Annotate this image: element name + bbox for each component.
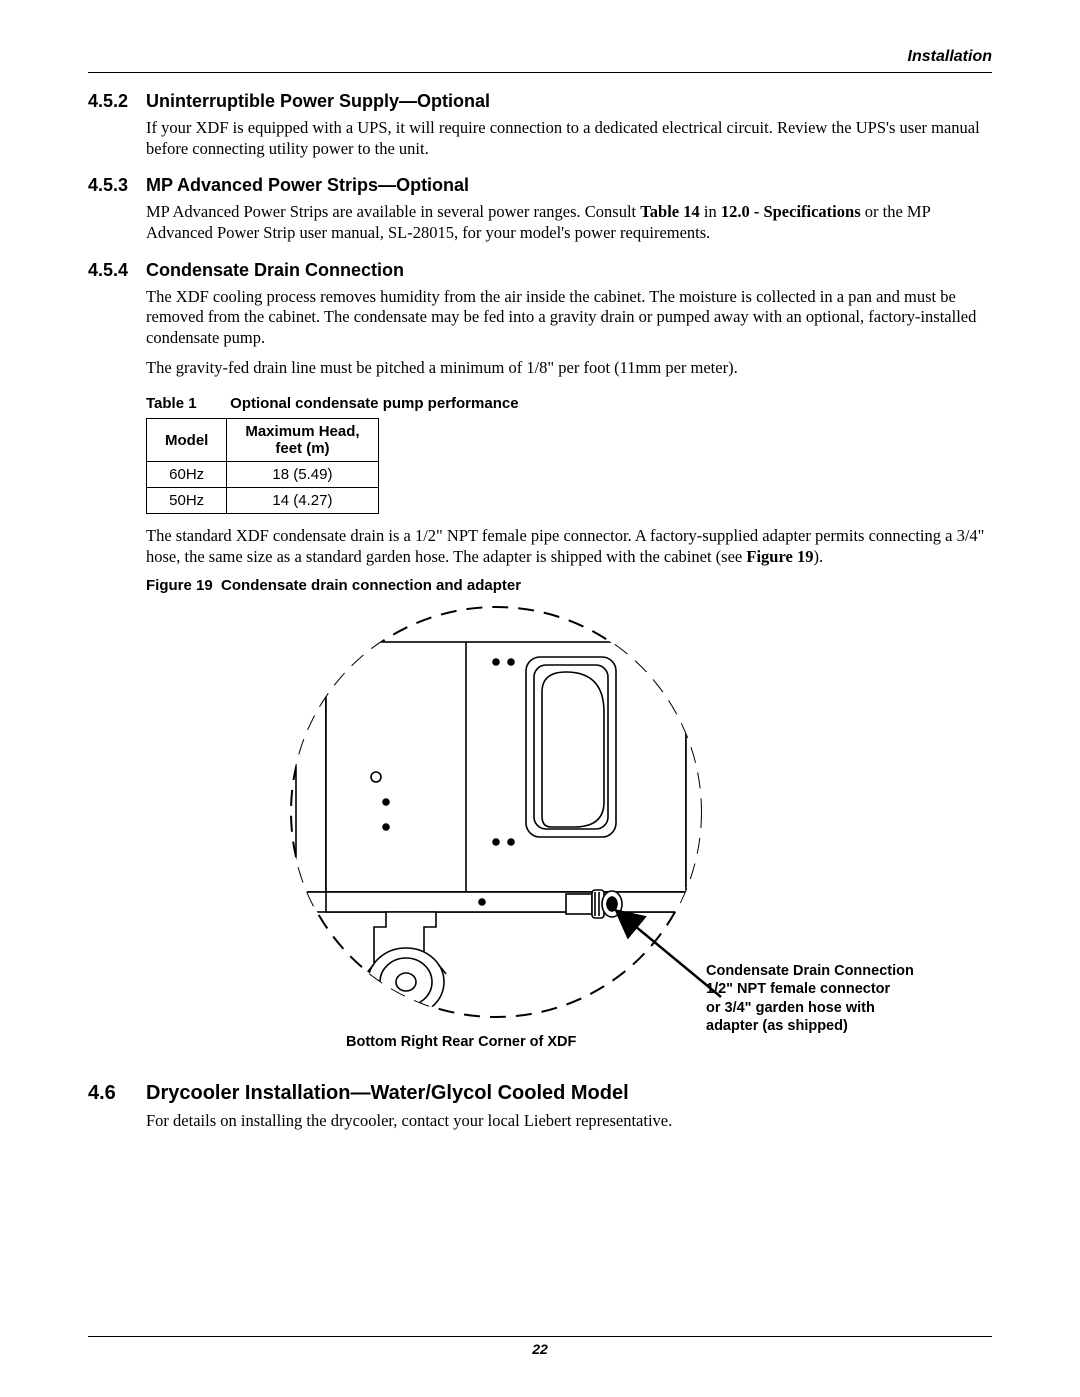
text: The standard XDF condensate drain is a 1… xyxy=(146,526,984,566)
table1-caption: Table 1 Optional condensate pump perform… xyxy=(146,395,992,412)
section-title: Drycooler Installation—Water/Glycol Cool… xyxy=(146,1082,629,1105)
page-footer: 22 xyxy=(88,1336,992,1357)
section-4-5-4: 4.5.4 Condensate Drain Connection The XD… xyxy=(88,260,992,380)
text: MP Advanced Power Strips are available i… xyxy=(146,202,640,221)
section-body: For details on installing the drycooler,… xyxy=(146,1111,992,1132)
figure19: Condensate Drain Connection 1/2" NPT fem… xyxy=(146,602,992,1072)
running-head: Installation xyxy=(88,48,992,73)
cell-model: 50Hz xyxy=(147,488,227,514)
paragraph: The XDF cooling process removes humidity… xyxy=(146,287,992,349)
section-title: Condensate Drain Connection xyxy=(146,260,404,281)
section-heading: 4.6 Drycooler Installation—Water/Glycol … xyxy=(88,1082,992,1105)
section-number: 4.5.3 xyxy=(88,175,146,196)
section-title: MP Advanced Power Strips—Optional xyxy=(146,175,469,196)
cell-head: 18 (5.49) xyxy=(227,462,378,488)
page: Installation 4.5.2 Uninterruptible Power… xyxy=(0,0,1080,1397)
paragraph: If your XDF is equipped with a UPS, it w… xyxy=(146,118,992,159)
text: in xyxy=(700,202,721,221)
section-body-cont: The standard XDF condensate drain is a 1… xyxy=(146,526,992,567)
table-header-row: Model Maximum Head, feet (m) xyxy=(147,419,379,462)
cell-head: 14 (4.27) xyxy=(227,488,378,514)
section-heading: 4.5.3 MP Advanced Power Strips—Optional xyxy=(88,175,992,196)
table-row: 50Hz 14 (4.27) xyxy=(147,488,379,514)
cell-model: 60Hz xyxy=(147,462,227,488)
section-heading: 4.5.2 Uninterruptible Power Supply—Optio… xyxy=(88,91,992,112)
paragraph: MP Advanced Power Strips are available i… xyxy=(146,202,992,243)
section-number: 4.6 xyxy=(88,1082,146,1105)
table-row: 60Hz 18 (5.49) xyxy=(147,462,379,488)
col-model: Model xyxy=(147,419,227,462)
ref-figure19: Figure 19 xyxy=(746,547,813,566)
ref-specifications: 12.0 - Specifications xyxy=(721,202,861,221)
table-caption-text: Optional condensate pump performance xyxy=(230,395,518,412)
figure19-callout-location: Bottom Right Rear Corner of XDF xyxy=(346,1034,576,1050)
col-max-head: Maximum Head, feet (m) xyxy=(227,419,378,462)
section-number: 4.5.2 xyxy=(88,91,146,112)
page-number: 22 xyxy=(532,1341,548,1357)
figure19-callout-connector: Condensate Drain Connection 1/2" NPT fem… xyxy=(706,962,986,1035)
section-body: The XDF cooling process removes humidity… xyxy=(146,287,992,380)
section-body: If your XDF is equipped with a UPS, it w… xyxy=(146,118,992,159)
paragraph: For details on installing the drycooler,… xyxy=(146,1111,992,1132)
section-4-5-2: 4.5.2 Uninterruptible Power Supply—Optio… xyxy=(88,91,992,159)
figure19-caption: Figure 19 Condensate drain connection an… xyxy=(146,577,992,594)
ref-table14: Table 14 xyxy=(640,202,699,221)
figure-caption-text: Condensate drain connection and adapter xyxy=(221,577,521,594)
section-number: 4.5.4 xyxy=(88,260,146,281)
table-label: Table 1 xyxy=(146,395,226,412)
section-body: MP Advanced Power Strips are available i… xyxy=(146,202,992,243)
figure-label: Figure 19 xyxy=(146,577,213,594)
section-4-6: 4.6 Drycooler Installation—Water/Glycol … xyxy=(88,1082,992,1132)
section-title: Uninterruptible Power Supply—Optional xyxy=(146,91,490,112)
section-4-5-3: 4.5.3 MP Advanced Power Strips—Optional … xyxy=(88,175,992,243)
text: ). xyxy=(813,547,823,566)
paragraph: The standard XDF condensate drain is a 1… xyxy=(146,526,992,567)
paragraph: The gravity-fed drain line must be pitch… xyxy=(146,358,992,379)
table1: Model Maximum Head, feet (m) 60Hz 18 (5.… xyxy=(146,418,379,514)
section-heading: 4.5.4 Condensate Drain Connection xyxy=(88,260,992,281)
